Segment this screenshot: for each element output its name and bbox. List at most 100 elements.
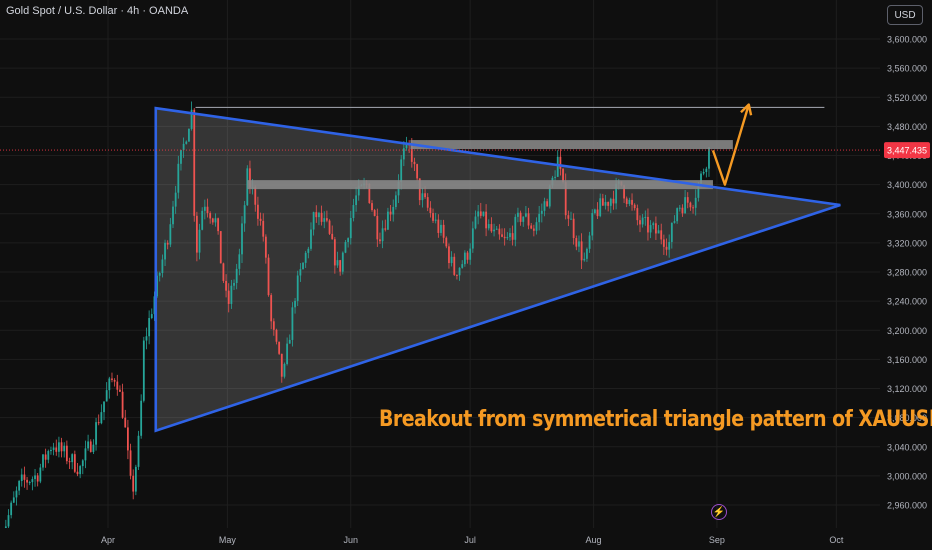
currency-button[interactable]: USD <box>887 5 923 25</box>
candle-body <box>580 241 583 261</box>
candle-body <box>686 197 689 203</box>
candle-body <box>453 256 456 275</box>
candle-body <box>678 207 681 209</box>
candle-body <box>206 206 209 214</box>
candle-body <box>352 205 355 218</box>
candle-body <box>530 225 533 229</box>
candle-body <box>660 230 663 240</box>
candle-body <box>471 228 474 249</box>
candle-body <box>702 171 705 174</box>
candle-body <box>169 224 172 245</box>
candle-body <box>145 336 148 341</box>
candle-body <box>219 231 222 264</box>
candle-body <box>84 448 87 461</box>
candle-body <box>607 202 610 206</box>
candle-body <box>15 490 18 498</box>
candle-body <box>203 206 206 211</box>
lightning-icon[interactable]: ⚡ <box>711 504 727 520</box>
candle-body <box>97 422 100 424</box>
candle-body <box>463 252 466 265</box>
candle-body <box>609 198 612 206</box>
candle-body <box>384 228 387 230</box>
horizontal-zone[interactable] <box>410 140 733 150</box>
price-tick-label: 3,200.000 <box>887 326 927 336</box>
candle-body <box>434 219 437 221</box>
candle-body <box>379 239 381 242</box>
candle-body <box>214 218 217 223</box>
candle-body <box>217 218 220 232</box>
candle-body <box>103 401 105 413</box>
candle-body <box>593 209 596 214</box>
candle-body <box>535 222 538 231</box>
candle-body <box>668 241 671 250</box>
candle-body <box>307 248 310 253</box>
candle-body <box>405 142 408 149</box>
time-tick-label: Apr <box>101 535 115 545</box>
candle-body <box>140 400 143 436</box>
annotation-text[interactable]: Breakout from symmetrical triangle patte… <box>379 407 932 432</box>
price-tick-label: 3,240.000 <box>887 297 927 307</box>
candle-body <box>371 203 373 211</box>
candle-body <box>623 185 625 199</box>
candle-body <box>479 211 482 216</box>
candle-body <box>676 208 679 222</box>
candle-body <box>578 241 580 247</box>
price-tick-label: 3,160.000 <box>887 355 927 365</box>
candle-body <box>649 225 652 233</box>
candle-body <box>466 252 469 260</box>
candle-body <box>633 204 636 209</box>
candle-body <box>349 217 352 239</box>
candle-body <box>647 216 649 233</box>
candle-body <box>432 213 434 221</box>
candle-body <box>440 224 442 233</box>
arrowhead-icon[interactable] <box>740 103 753 116</box>
price-tick-label: 3,120.000 <box>887 384 927 394</box>
candle-body <box>511 233 514 240</box>
candle-body <box>527 213 530 226</box>
candle-body <box>222 263 225 281</box>
price-axis[interactable]: 2,960.000 3,000.000 3,040.000 3,080.000 3,12… <box>880 0 932 550</box>
candle-body <box>631 199 633 205</box>
candle-body <box>373 210 376 216</box>
candle-body <box>198 229 201 253</box>
candle-body <box>548 185 551 207</box>
candle-body <box>323 218 326 222</box>
candle-body <box>339 260 342 272</box>
candle-body <box>150 314 153 319</box>
candle-body <box>644 216 647 218</box>
candle-body <box>195 215 198 253</box>
candle-body <box>34 475 36 480</box>
candle-body <box>10 502 13 516</box>
candle-body <box>429 207 432 214</box>
last-price-label: 3,447.435 <box>887 146 927 156</box>
candle-body <box>673 221 676 223</box>
candle-body <box>227 290 230 304</box>
triangle-outline[interactable] <box>154 106 841 433</box>
candle-body <box>639 220 641 225</box>
candle-body <box>132 475 135 492</box>
candle-body <box>347 238 350 243</box>
candle-body <box>394 195 397 207</box>
candle-body <box>280 353 283 377</box>
candle-body <box>416 164 419 179</box>
candle-body <box>514 216 517 240</box>
horizontal-zone[interactable] <box>247 180 713 190</box>
time-tick-label: Sep <box>709 535 725 545</box>
candle-body <box>381 228 384 242</box>
candle-body <box>448 246 450 264</box>
candle-body <box>684 197 686 214</box>
time-axis[interactable]: Apr May Jun Jul Aug Sep Oct <box>0 528 880 550</box>
time-tick-label: Aug <box>586 535 602 545</box>
candle-body <box>344 242 347 253</box>
candle-body <box>312 212 315 230</box>
candle-body <box>700 173 702 184</box>
candle-body <box>662 239 665 247</box>
projection-arrow[interactable] <box>711 104 750 186</box>
candle-body <box>111 378 113 380</box>
price-tick-label: 3,320.000 <box>887 238 927 248</box>
candle-body <box>474 216 477 229</box>
candle-body <box>477 211 480 217</box>
candle-body <box>164 242 166 260</box>
candle-body <box>705 168 708 172</box>
